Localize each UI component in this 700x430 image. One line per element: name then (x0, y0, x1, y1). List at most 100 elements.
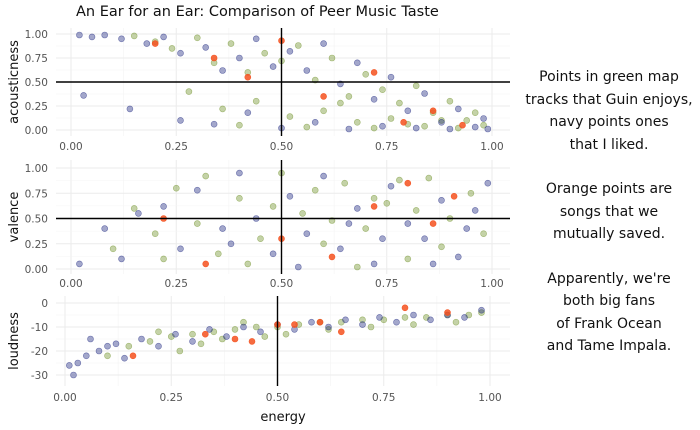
valence-point (412, 207, 420, 214)
acousticness-point (286, 47, 294, 55)
loudness-point (95, 347, 103, 355)
acousticness-point (210, 120, 218, 128)
acousticness-point (387, 73, 395, 81)
acousticness-point (210, 54, 218, 62)
loudness-ytick-label: -20 (31, 346, 48, 358)
acousticness-ytick-label: 1.00 (25, 29, 48, 41)
loudness-point (452, 318, 460, 326)
valence-point (379, 235, 386, 242)
valence-panel (56, 160, 510, 274)
valence-point (294, 263, 302, 271)
acousticness-point (446, 97, 454, 105)
loudness-point (66, 362, 73, 369)
acousticness-point (328, 54, 336, 62)
loudness-point (176, 347, 184, 355)
loudness-point (231, 335, 239, 343)
acousticness-point (143, 40, 151, 47)
acousticness-xtick-label: 0.75 (375, 141, 398, 153)
loudness-point (444, 309, 451, 316)
acousticness-point (219, 67, 226, 74)
acousticness-point (421, 122, 428, 130)
acousticness-point (252, 97, 260, 105)
valence-point (109, 245, 117, 253)
acousticness-point (353, 59, 361, 67)
acousticness-point (345, 125, 353, 133)
valence-point (425, 174, 433, 182)
acousticness-point (185, 88, 193, 95)
acousticness-point (320, 107, 327, 115)
loudness-point (316, 318, 324, 326)
acousticness-ylabel: acousticness (7, 40, 22, 124)
valence-point (429, 220, 437, 227)
valence-point (404, 179, 412, 187)
valence-point (118, 255, 125, 263)
loudness-point (393, 318, 400, 326)
acousticness-point (261, 49, 269, 57)
acousticness-xtick-label: 0.00 (59, 141, 82, 153)
valence-point (219, 225, 226, 232)
valence-point (320, 172, 327, 180)
loudness-point (261, 333, 269, 340)
valence-point (450, 193, 458, 200)
valence-xtick-label: 0.50 (270, 278, 293, 290)
valence-point (353, 205, 361, 212)
acousticness-point (177, 49, 184, 57)
acousticness-point (438, 119, 445, 126)
valence-xtick-label: 0.00 (59, 278, 82, 290)
acousticness-point (177, 117, 184, 124)
valence-point (341, 179, 349, 187)
loudness-point (129, 352, 137, 360)
loudness-point (308, 318, 315, 326)
loudness-point (104, 342, 111, 350)
loudness-point (359, 321, 366, 328)
loudness-point (376, 314, 383, 321)
valence-point (429, 260, 437, 268)
acousticness-point (252, 35, 260, 43)
valence-point (151, 230, 159, 237)
loudness-point (401, 304, 409, 312)
valence-point (130, 205, 138, 212)
loudness-point (252, 323, 260, 331)
loudness-ylabel: loudness (7, 312, 22, 370)
loudness-point (367, 323, 375, 331)
valence-point (438, 197, 445, 204)
loudness-xtick-label: 0.50 (266, 392, 289, 404)
loudness-point (125, 342, 133, 350)
acousticness-ytick-label: 0.75 (25, 53, 48, 65)
acousticness-point (353, 119, 361, 126)
valence-point (135, 210, 142, 217)
valence-ytick-label: 0.25 (25, 239, 48, 251)
valence-point (337, 245, 344, 253)
acousticness-point (438, 117, 445, 124)
valence-point (177, 245, 184, 253)
loudness-point (282, 330, 290, 338)
valence-point (311, 186, 319, 194)
valence-point (269, 203, 277, 210)
acousticness-point (151, 40, 159, 47)
valence-point (438, 243, 445, 251)
caption-paragraph-1: Points in green map tracks that Guin enj… (525, 69, 693, 153)
valence-point (387, 182, 395, 190)
loudness-point (478, 306, 485, 314)
loudness-point (248, 338, 256, 345)
valence-ylabel: valence (7, 192, 22, 243)
valence-xtick-label: 1.00 (480, 278, 503, 290)
acousticness-point (396, 99, 403, 107)
acousticness-point (294, 42, 302, 49)
acousticness-point (303, 67, 311, 74)
acousticness-xtick-label: 0.25 (165, 141, 188, 153)
loudness-xlabel: energy (260, 410, 306, 425)
valence-point (303, 230, 311, 237)
loudness-point (74, 359, 82, 367)
loudness-xtick-label: 0.75 (372, 392, 395, 404)
valence-point (202, 260, 209, 268)
acousticness-point (446, 125, 454, 133)
loudness-xtick-label: 1.00 (478, 392, 501, 404)
loudness-point (410, 311, 417, 319)
loudness-point (155, 328, 162, 336)
valence-point (362, 225, 370, 232)
valence-point (467, 190, 475, 197)
loudness-point (223, 333, 230, 340)
valence-point (396, 176, 403, 184)
valence-point (236, 169, 243, 177)
